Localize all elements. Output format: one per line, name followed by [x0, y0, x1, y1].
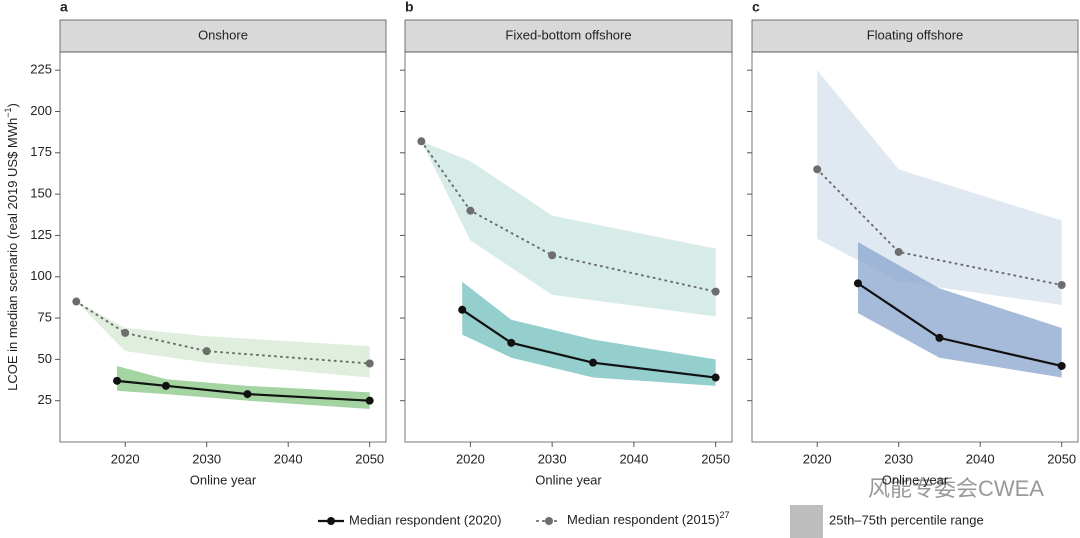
- percentile-band: [421, 141, 716, 317]
- plot-frame: [404, 51, 733, 443]
- median-point: [1057, 361, 1066, 370]
- median-line: [75, 300, 371, 365]
- y-tick-label: 125: [30, 227, 52, 242]
- panel-title: Floating offshore: [867, 27, 964, 42]
- panel-letter: c: [752, 0, 760, 15]
- strip: [751, 19, 1079, 53]
- y-tick-label: 200: [30, 103, 52, 118]
- x-tick-label: 2030: [884, 451, 913, 466]
- percentile-band: [76, 301, 370, 378]
- percentile-band: [462, 281, 716, 386]
- median-point: [711, 373, 720, 382]
- y-tick-label: 100: [30, 268, 52, 283]
- plot-frame: [59, 51, 387, 443]
- percentile-band: [857, 242, 1062, 378]
- percentile-band: [817, 70, 1062, 305]
- panel-letter: b: [405, 0, 414, 15]
- x-tick-label: 2020: [803, 451, 832, 466]
- median-line: [115, 379, 371, 402]
- y-axis-label: LCOE in median scenario (real 2019 US$ M…: [3, 103, 20, 391]
- x-tick-label: 2050: [701, 451, 730, 466]
- x-tick-label: 2030: [538, 451, 567, 466]
- median-point: [548, 251, 557, 260]
- y-label-end: ): [5, 103, 20, 107]
- x-axis-label: Online year: [190, 472, 257, 487]
- x-tick-label: 2050: [1047, 451, 1076, 466]
- legend-marker: [545, 517, 553, 525]
- median-point: [589, 358, 598, 367]
- legend-swatch: [790, 505, 823, 538]
- legend-marker: [327, 517, 335, 525]
- median-point: [113, 376, 122, 385]
- median-point: [853, 279, 862, 288]
- legend-label: Median respondent (2015)27: [567, 510, 730, 527]
- median-point: [202, 347, 211, 356]
- panel-title: Fixed-bottom offshore: [505, 27, 631, 42]
- legend-superscript: 27: [720, 510, 730, 520]
- median-point: [243, 390, 252, 399]
- median-point: [466, 206, 475, 215]
- watermark: 风能专委会CWEA: [868, 476, 1044, 501]
- y-label-text: LCOE in median scenario (real 2019 US$ M…: [5, 118, 20, 391]
- y-label-sup: −1: [3, 107, 13, 117]
- median-point: [365, 359, 374, 368]
- median-point: [1057, 281, 1066, 290]
- median-point: [711, 287, 720, 296]
- median-line: [420, 140, 717, 293]
- x-tick-label: 2040: [966, 451, 995, 466]
- x-axis-label: Online year: [535, 472, 602, 487]
- median-point: [365, 396, 374, 405]
- strip: [59, 19, 387, 53]
- y-tick-label: 25: [38, 392, 52, 407]
- y-tick-label: 175: [30, 144, 52, 159]
- x-tick-label: 2040: [619, 451, 648, 466]
- legend-label: Median respondent (2020): [349, 512, 502, 527]
- panel-title: Onshore: [198, 27, 248, 42]
- x-tick-label: 2030: [192, 451, 221, 466]
- median-point: [417, 137, 426, 146]
- median-point: [894, 247, 903, 256]
- x-tick-label: 2020: [456, 451, 485, 466]
- median-line: [461, 308, 717, 379]
- y-tick-label: 225: [30, 62, 52, 77]
- median-point: [813, 165, 822, 174]
- median-point: [161, 381, 170, 390]
- y-tick-label: 75: [38, 309, 52, 324]
- plot-frame: [751, 51, 1079, 443]
- y-tick-label: 50: [38, 351, 52, 366]
- median-point: [72, 297, 81, 306]
- median-point: [935, 333, 944, 342]
- legend-label: 25th–75th percentile range: [829, 512, 984, 527]
- x-tick-label: 2040: [274, 451, 303, 466]
- median-point: [121, 328, 130, 337]
- legend-label-text: Median respondent (2015): [567, 512, 720, 527]
- median-point: [507, 338, 516, 347]
- x-tick-label: 2020: [111, 451, 140, 466]
- x-tick-label: 2050: [355, 451, 384, 466]
- y-tick-label: 150: [30, 186, 52, 201]
- panel-letter: a: [60, 0, 68, 15]
- x-axis-label: Online year: [882, 472, 949, 487]
- strip: [404, 19, 733, 53]
- median-point: [458, 305, 467, 314]
